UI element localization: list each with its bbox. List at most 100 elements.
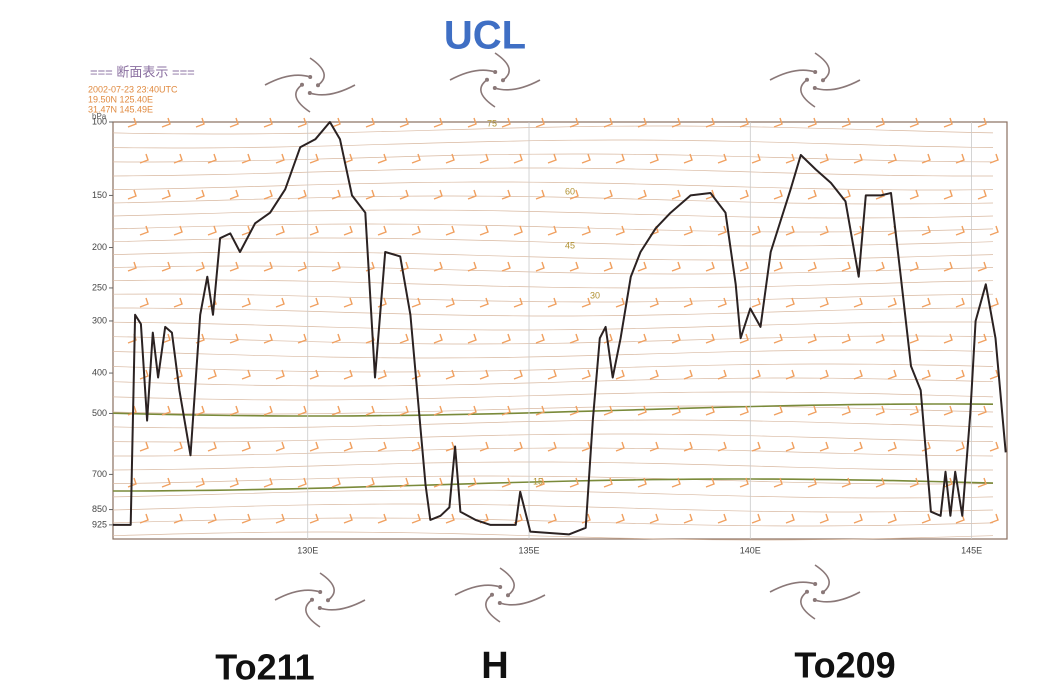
wind-barb bbox=[751, 369, 761, 380]
wind-barb bbox=[399, 117, 409, 128]
wind-barb bbox=[819, 225, 829, 236]
wind-barb bbox=[807, 333, 817, 344]
wind-barb bbox=[943, 189, 953, 200]
arrow-head bbox=[490, 592, 494, 597]
wind-barb bbox=[671, 261, 681, 272]
wind-barb bbox=[399, 405, 409, 416]
wind-barb bbox=[513, 297, 523, 308]
wind-barb bbox=[433, 405, 443, 416]
wind-barb bbox=[433, 261, 443, 272]
wind-barb bbox=[739, 405, 749, 416]
arrow-head bbox=[316, 83, 320, 88]
contour-label: 45 bbox=[565, 240, 575, 250]
wind-barb bbox=[467, 405, 477, 416]
wind-barb bbox=[955, 297, 965, 308]
wind-barb bbox=[411, 513, 421, 524]
wind-barb bbox=[807, 261, 817, 272]
wind-barb bbox=[921, 513, 931, 524]
wind-barb bbox=[581, 297, 591, 308]
wind-barb bbox=[127, 117, 137, 128]
y-tick-label: 400 bbox=[92, 367, 107, 377]
wind-barb bbox=[195, 261, 205, 272]
wind-barb bbox=[977, 405, 987, 416]
wind-barb bbox=[581, 369, 591, 380]
wind-barb bbox=[365, 261, 375, 272]
wind-barb bbox=[671, 189, 681, 200]
x-tick-label: 135E bbox=[519, 545, 540, 555]
wind-barb bbox=[513, 153, 523, 164]
wind-barb bbox=[603, 405, 613, 416]
wind-barb bbox=[535, 405, 545, 416]
cyclone-arrow bbox=[480, 79, 496, 108]
wind-barb bbox=[139, 225, 149, 236]
wind-barb bbox=[365, 405, 375, 416]
wind-barb bbox=[445, 153, 455, 164]
cyclone-arrow bbox=[449, 69, 496, 81]
wind-barb bbox=[161, 405, 171, 416]
wind-barb bbox=[773, 333, 783, 344]
profile-line bbox=[113, 121, 1007, 536]
wind-barb bbox=[309, 153, 319, 164]
wind-barb bbox=[207, 369, 217, 380]
wind-barb bbox=[717, 153, 727, 164]
wind-barb bbox=[173, 513, 183, 524]
arrow-head bbox=[812, 598, 817, 602]
wind-barb bbox=[445, 297, 455, 308]
info-line: 19.50N 125.40E bbox=[88, 94, 153, 104]
wind-barb bbox=[343, 153, 353, 164]
cyclone-arrow bbox=[814, 564, 830, 593]
wind-barb bbox=[297, 333, 307, 344]
wind-barb bbox=[603, 477, 613, 488]
wind-barb bbox=[229, 189, 239, 200]
arrow-head bbox=[805, 77, 809, 82]
wind-barb bbox=[229, 405, 239, 416]
wind-barb bbox=[581, 441, 591, 452]
wind-barb bbox=[547, 153, 557, 164]
annotation: UCL bbox=[444, 14, 526, 58]
wind-barb bbox=[921, 153, 931, 164]
wind-barb bbox=[671, 333, 681, 344]
wind-barb bbox=[909, 117, 919, 128]
wind-barb bbox=[841, 189, 851, 200]
arrow-head bbox=[501, 78, 505, 83]
wind-barb bbox=[807, 117, 817, 128]
annotation: H bbox=[481, 645, 508, 687]
y-tick-label: 300 bbox=[92, 315, 107, 325]
wind-barb bbox=[649, 441, 659, 452]
wind-barb bbox=[887, 441, 897, 452]
wind-barb bbox=[841, 333, 851, 344]
wind-barb bbox=[785, 297, 795, 308]
wind-barb bbox=[161, 477, 171, 488]
isentrope bbox=[112, 433, 994, 443]
wind-barb bbox=[977, 189, 987, 200]
wind-barb bbox=[739, 477, 749, 488]
wind-barb bbox=[581, 225, 591, 236]
wind-barb bbox=[309, 513, 319, 524]
wind-barb bbox=[615, 225, 625, 236]
y-tick-label: 250 bbox=[92, 282, 107, 292]
wind-barb bbox=[297, 261, 307, 272]
wind-barb bbox=[751, 153, 761, 164]
wind-barb bbox=[467, 261, 477, 272]
wind-barb bbox=[479, 369, 489, 380]
wind-barb bbox=[989, 369, 999, 380]
wind-barb bbox=[297, 189, 307, 200]
wind-barb bbox=[127, 189, 137, 200]
plot-frame bbox=[112, 121, 1008, 540]
wind-barb bbox=[229, 333, 239, 344]
wind-barb bbox=[909, 261, 919, 272]
wind-barb bbox=[717, 225, 727, 236]
wind-barb bbox=[649, 297, 659, 308]
wind-barb bbox=[717, 513, 727, 524]
isentrope bbox=[113, 447, 994, 457]
wind-barb bbox=[773, 405, 783, 416]
wind-barb bbox=[445, 225, 455, 236]
wind-barb bbox=[977, 477, 987, 488]
wind-barb bbox=[207, 513, 217, 524]
wind-barb bbox=[989, 441, 999, 452]
wind-barb bbox=[343, 441, 353, 452]
cyclone-arrow bbox=[814, 79, 861, 91]
wind-barb bbox=[989, 513, 999, 524]
wind-barb bbox=[275, 441, 285, 452]
